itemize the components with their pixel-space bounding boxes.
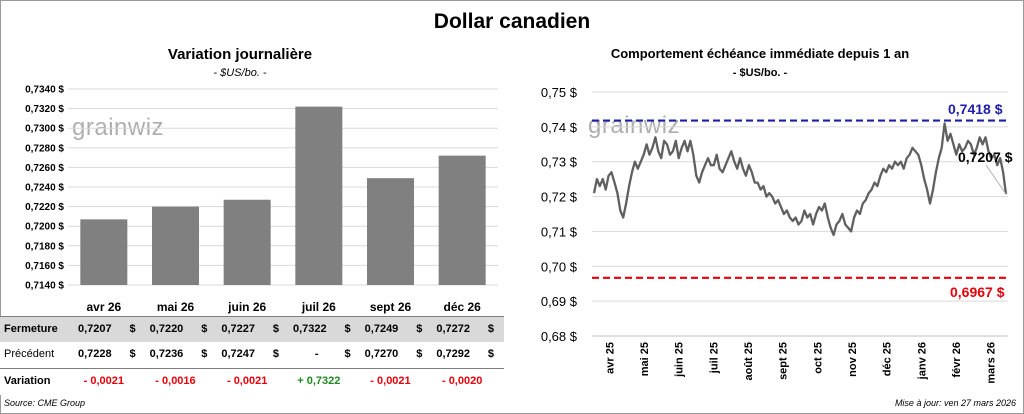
update-note: Mise à jour: ven 27 mars 2026 — [894, 398, 1016, 408]
cell-value: 0,7270 — [364, 348, 399, 360]
x-tick-label: mai 26 — [157, 300, 195, 314]
y-tick-label: 0,7280 $ — [25, 143, 64, 154]
x-tick-label: juil 26 — [301, 300, 336, 314]
cell-value: 0,7228 — [78, 348, 112, 360]
main-title: Dollar canadien — [433, 10, 591, 33]
dollar-sign: $ — [272, 348, 279, 360]
watermark-left: grainwiz — [72, 114, 165, 141]
cell-value: 0,7292 — [436, 348, 470, 360]
bar-chart: 0,7140 $ 0,7160 $ 0,7180 $ 0,7200 $ 0,7220 $… — [25, 85, 498, 314]
bar — [438, 155, 486, 285]
watermark-right: grainwiz — [588, 112, 681, 139]
x-tick-label: avr 26 — [86, 300, 121, 314]
left-chart-subtitle: - $US/bo. - — [213, 67, 267, 79]
dollar-sign: $ — [487, 323, 494, 335]
cell-value: 0,7220 — [149, 323, 184, 335]
variation-cell: - 0,0021 — [226, 375, 268, 387]
row-variation: Variation - 0,0021 - 0,0016 - 0,0021 + 0,732… — [0, 368, 504, 395]
cell-value: 0,7322 — [293, 323, 327, 335]
price-series-line — [592, 122, 1008, 237]
y-tick-label: 0,7340 $ — [25, 85, 64, 96]
x-tick-label: sept 25 — [778, 342, 790, 380]
y-tick-label: 0,68 $ — [541, 329, 578, 344]
y-tick-label: 0,7200 $ — [25, 222, 64, 233]
min-line-label: 0,6967 $ — [950, 284, 1005, 300]
dollar-sign: $ — [344, 348, 351, 360]
left-chart-title: Variation journalière — [167, 46, 313, 63]
max-line-label: 0,7418 $ — [948, 101, 1003, 117]
variation-cell: - 0,0021 — [83, 375, 125, 387]
dollar-sign: $ — [416, 323, 423, 335]
cell-value: 0,7207 — [78, 323, 112, 335]
dollar-sign: $ — [201, 323, 208, 335]
x-tick-label: nov 25 — [847, 342, 859, 377]
variation-cell: - 0,0021 — [370, 375, 411, 387]
bar — [152, 206, 199, 285]
y-tick-label: 0,7220 $ — [25, 202, 64, 213]
bar — [223, 199, 271, 285]
right-chart-title: Comportement échéance immédiate depuis 1… — [610, 46, 910, 61]
source-note: Source: CME Group — [4, 398, 86, 408]
x-tick-label: juin 25 — [674, 342, 686, 378]
y-tick-label: 0,7260 $ — [25, 163, 64, 174]
last-value-label: 0,7207 $ — [958, 149, 1013, 165]
y-tick-label: 0,7240 $ — [25, 183, 64, 194]
cell-value: 0,7236 — [149, 348, 184, 360]
row-label: Précédent — [4, 348, 55, 360]
x-tick-label: avr 25 — [604, 342, 616, 374]
cell-value: 0,7249 — [364, 323, 399, 335]
right-chart-subtitle: - $US/bo. - — [732, 67, 788, 79]
dollar-sign: $ — [416, 348, 423, 360]
variation-cell: + 0,7322 — [297, 375, 341, 387]
variation-cell: - 0,0020 — [441, 375, 483, 387]
bar — [80, 219, 128, 285]
y-tick-label: 0,7320 $ — [25, 104, 64, 115]
y-tick-label: 0,69 $ — [541, 294, 578, 309]
row-fermeture: Fermeture 0,7207 $0,7220 $0,7227 $0,7322 $0,7… — [0, 316, 504, 344]
y-tick-label: 0,73 $ — [541, 155, 578, 170]
x-tick-label: mars 26 — [986, 342, 998, 384]
x-tick-label: oct 25 — [812, 342, 824, 374]
line-chart: 0,68 $ 0,69 $ 0,70 $ 0,71 $ 0,72 $ 0,73 $ 0,74… — [541, 85, 1008, 384]
y-tick-label: 0,71 $ — [541, 224, 578, 239]
x-tick-label: sept 26 — [370, 300, 412, 314]
y-tick-label: 0,74 $ — [541, 120, 578, 135]
cell-value: - — [314, 348, 319, 360]
row-label: Variation — [4, 375, 51, 387]
dollar-sign: $ — [487, 348, 494, 360]
x-tick-label: déc 26 — [443, 300, 481, 314]
variation-cell: - 0,0016 — [155, 375, 196, 387]
row-precedent: Précédent 0,7228 $0,7236 $0,7247 $ - $0,7270 $0… — [0, 342, 504, 368]
y-tick-label: 0,70 $ — [541, 259, 578, 274]
bar — [295, 106, 343, 285]
dollar-sign: $ — [201, 348, 208, 360]
dollar-sign: $ — [129, 348, 136, 360]
x-tick-label: juin 26 — [227, 300, 266, 314]
x-tick-label: juil 25 — [708, 342, 720, 374]
x-tick-label: janv 26 — [916, 342, 928, 380]
cell-value: 0,7272 — [436, 323, 470, 335]
x-tick-label: déc 25 — [882, 342, 894, 376]
dollar-sign: $ — [344, 323, 351, 335]
y-tick-label: 0,72 $ — [541, 190, 578, 205]
y-tick-label: 0,7300 $ — [25, 124, 64, 135]
y-tick-label: 0,7180 $ — [25, 241, 64, 252]
bar — [367, 178, 414, 285]
x-tick-label: mai 25 — [639, 342, 651, 376]
y-tick-label: 0,7160 $ — [25, 261, 64, 272]
x-tick-label: août 25 — [743, 342, 755, 381]
row-label: Fermeture — [4, 323, 58, 335]
dollar-sign: $ — [129, 323, 136, 335]
x-tick-label: févr 26 — [951, 342, 963, 377]
last-value-leader — [985, 164, 1007, 195]
cell-value: 0,7227 — [221, 323, 255, 335]
cell-value: 0,7247 — [221, 348, 255, 360]
y-tick-label: 0,75 $ — [541, 85, 578, 100]
dollar-sign: $ — [272, 323, 279, 335]
y-tick-label: 0,7140 $ — [25, 281, 64, 292]
